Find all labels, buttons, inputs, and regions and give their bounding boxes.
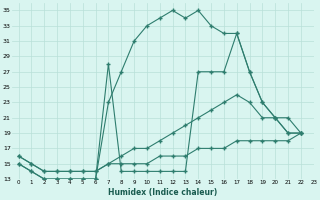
X-axis label: Humidex (Indice chaleur): Humidex (Indice chaleur) [108,188,218,197]
